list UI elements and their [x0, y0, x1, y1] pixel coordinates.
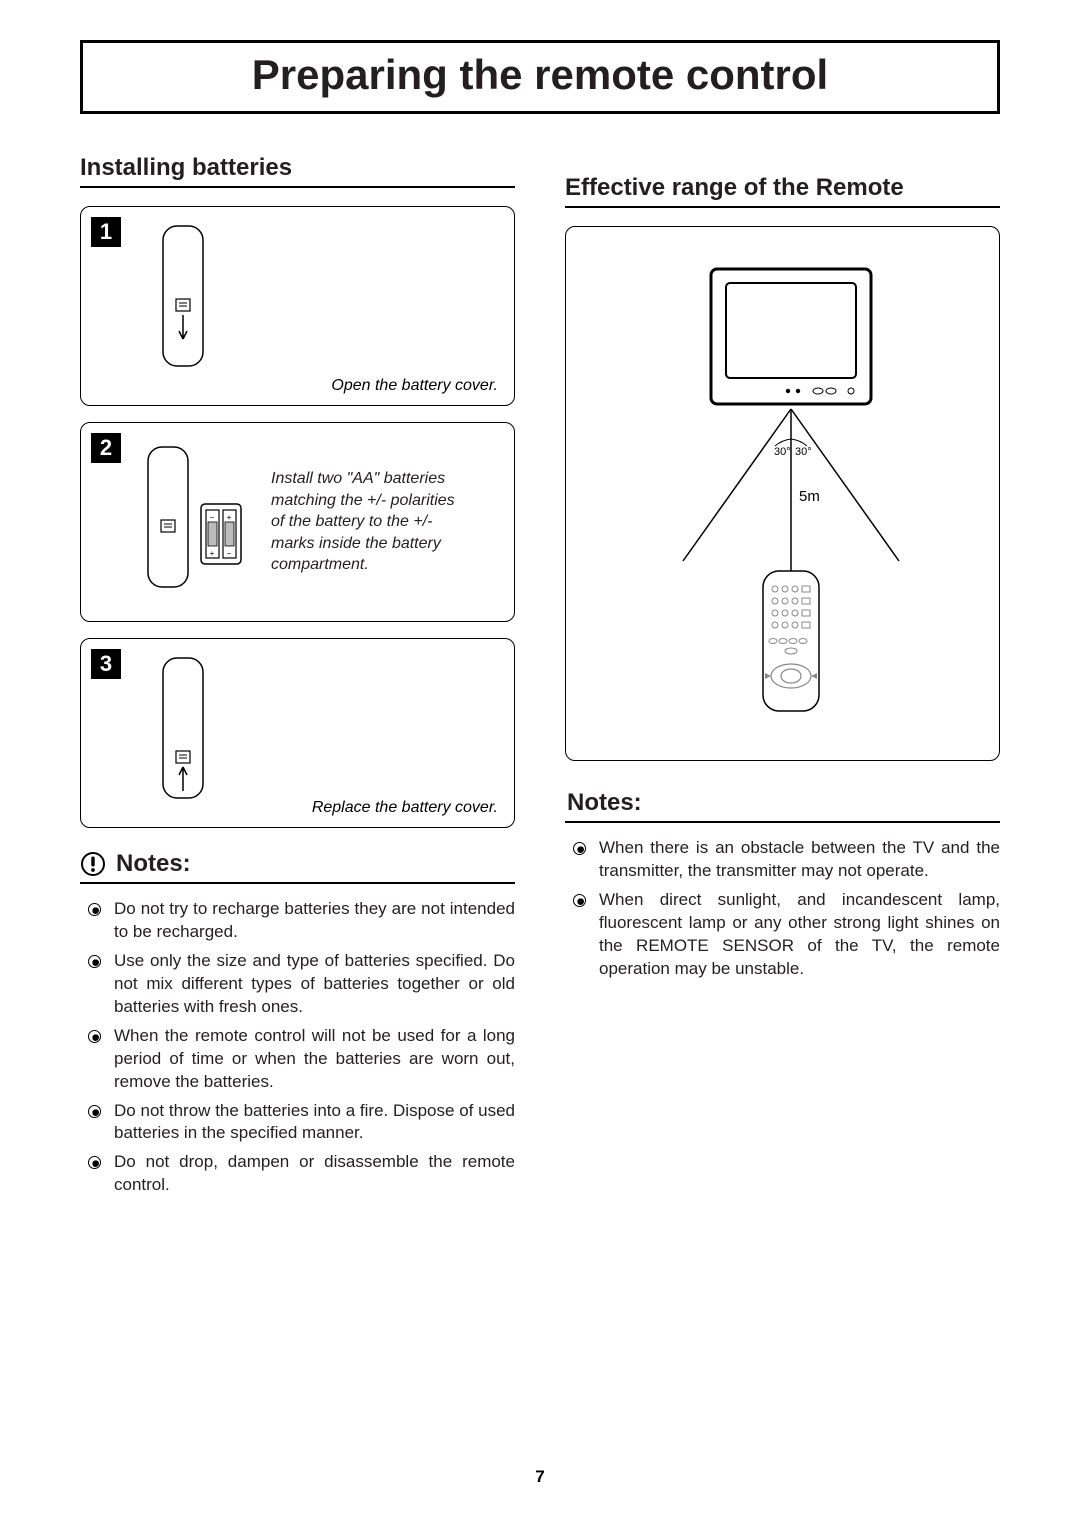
svg-text:5m: 5m	[799, 488, 820, 505]
list-item: Do not drop, dampen or disassemble the r…	[88, 1151, 515, 1197]
notes-heading-right: Notes:	[567, 789, 642, 817]
svg-text:+: +	[210, 549, 215, 558]
list-item: When the remote control will not be used…	[88, 1025, 515, 1094]
list-item: Do not throw the batteries into a fire. …	[88, 1100, 515, 1146]
notes-heading-right-wrap: Notes:	[565, 789, 1000, 823]
right-column: Effective range of the Remote 30° 30	[565, 154, 1000, 1203]
warning-icon	[80, 851, 106, 877]
svg-text:+: +	[227, 513, 232, 522]
installing-batteries-heading: Installing batteries	[80, 154, 515, 188]
range-diagram-box: 30° 30° 5m	[565, 226, 1000, 761]
step-box-3: 3 Replace the battery cover.	[80, 638, 515, 828]
list-item: When direct sunlight, and incandescent l…	[573, 889, 1000, 981]
list-item: Do not try to recharge batteries they ar…	[88, 898, 515, 944]
list-item: Use only the size and type of batteries …	[88, 950, 515, 1019]
title-box: Preparing the remote control	[80, 40, 1000, 114]
page-title: Preparing the remote control	[83, 51, 997, 99]
step-box-1: 1 Open the battery cover.	[80, 206, 515, 406]
step-2-caption: Install two "AA" batteries matching the …	[271, 468, 471, 576]
svg-text:−: −	[210, 513, 215, 522]
svg-text:30°: 30°	[795, 446, 812, 458]
svg-text:30°: 30°	[774, 446, 791, 458]
step-1-caption: Open the battery cover.	[331, 377, 498, 395]
notes-list-left: Do not try to recharge batteries they ar…	[80, 898, 515, 1197]
left-column: Installing batteries 1 Open the battery …	[80, 154, 515, 1203]
step-box-2: 2 − + + − Install two "AA" batteries ma	[80, 422, 515, 622]
range-diagram-icon: 30° 30° 5m	[623, 251, 943, 731]
step-number-2: 2	[91, 433, 121, 463]
step-3-caption: Replace the battery cover.	[312, 799, 498, 817]
step-number-1: 1	[91, 217, 121, 247]
svg-text:−: −	[227, 549, 232, 558]
remote-insert-batteries-icon: − + + −	[143, 442, 253, 602]
notes-heading-left-wrap: Notes:	[80, 850, 515, 884]
effective-range-heading: Effective range of the Remote	[565, 174, 1000, 208]
list-item: When there is an obstacle between the TV…	[573, 837, 1000, 883]
remote-open-cover-icon	[143, 221, 223, 381]
notes-heading-left: Notes:	[116, 850, 191, 878]
columns: Installing batteries 1 Open the battery …	[80, 154, 1000, 1203]
notes-list-right: When there is an obstacle between the TV…	[565, 837, 1000, 981]
page-number: 7	[0, 1467, 1080, 1487]
remote-close-cover-icon	[143, 653, 223, 808]
step-number-3: 3	[91, 649, 121, 679]
